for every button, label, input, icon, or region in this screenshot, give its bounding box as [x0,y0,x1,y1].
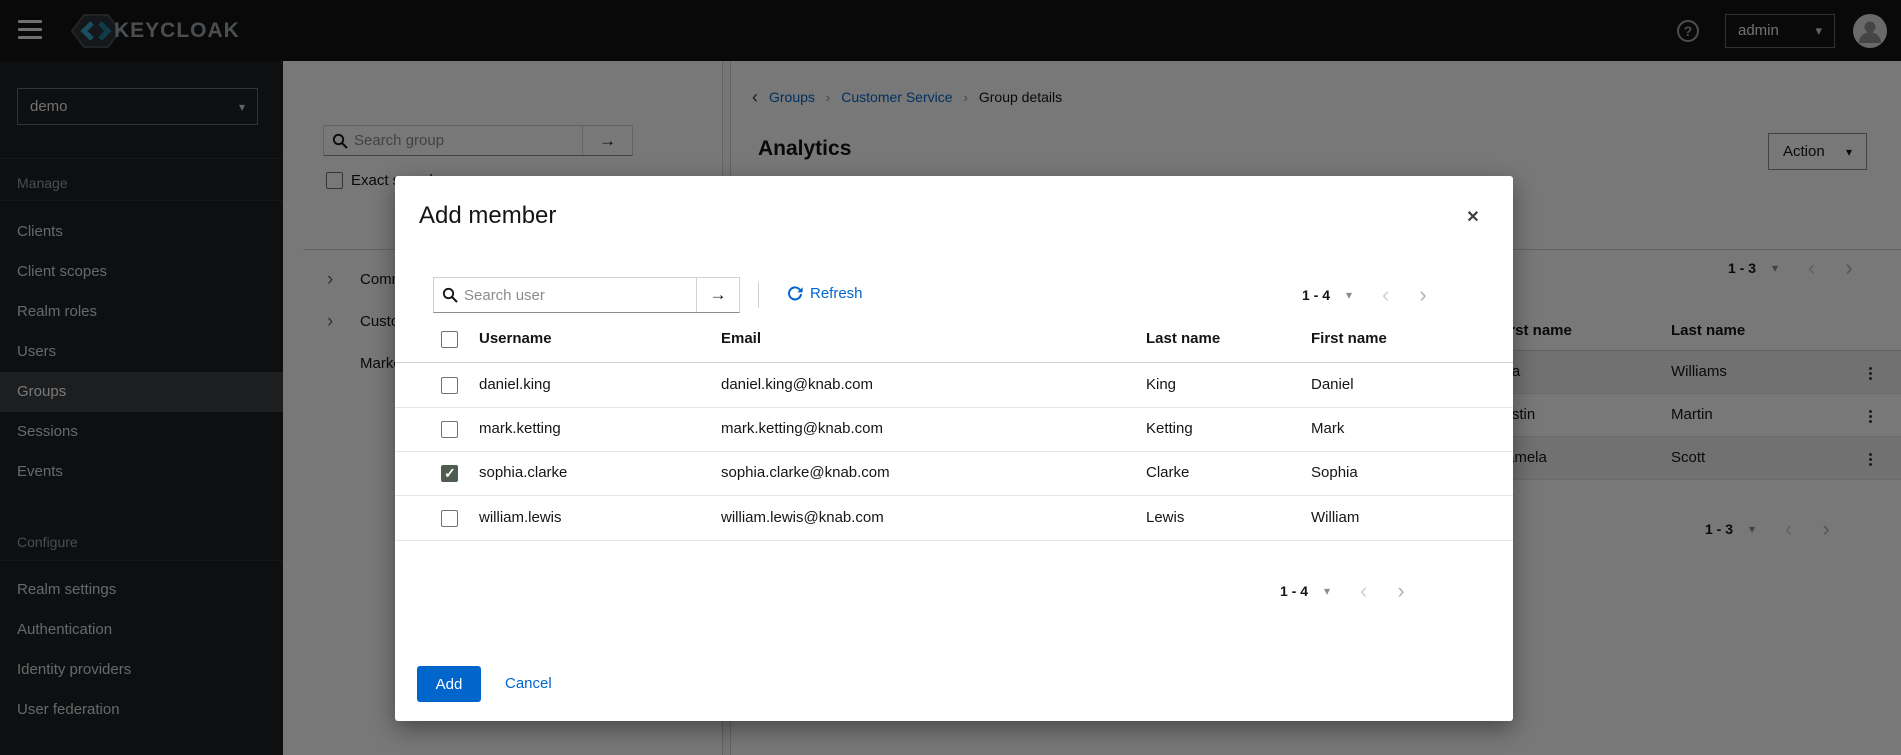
pagination-next-icon[interactable] [1397,581,1404,601]
add-member-modal: Add member Refresh 1 - 4 [395,176,1513,721]
pagination-menu-toggle-icon[interactable] [1346,288,1352,302]
cell-username: daniel.king [479,376,551,393]
row-checkbox[interactable] [441,377,458,394]
column-email: Email [721,330,762,347]
cell-username: william.lewis [479,509,562,526]
cell-last-name: Clarke [1146,464,1190,481]
modal-pagination-bottom: 1 - 4 [1280,579,1405,603]
cell-first-name: William [1311,509,1360,526]
cell-email: sophia.clarke@knab.com [721,464,890,481]
pagination-prev-icon[interactable] [1382,285,1389,305]
column-username: Username [479,330,552,347]
pagination-range: 1 - 4 [1280,583,1309,599]
pagination-next-icon[interactable] [1419,285,1426,305]
refresh-button[interactable]: Refresh [787,285,863,302]
user-search-submit-button[interactable] [696,278,739,312]
select-all-checkbox[interactable] [441,331,458,348]
cell-first-name: Daniel [1311,376,1354,393]
user-table-header: Username Email Last name First name [395,316,1513,363]
modal-title: Add member [419,202,557,229]
user-search-input[interactable] [434,278,696,312]
column-first-name: First name [1311,330,1387,347]
cell-email: mark.ketting@knab.com [721,420,883,437]
add-button[interactable]: Add [417,666,481,702]
search-icon [442,287,458,303]
cell-username: sophia.clarke [479,464,568,481]
user-row-mark-ketting: mark.ketting mark.ketting@knab.com Ketti… [395,408,1513,452]
toolbar-divider [758,282,759,308]
user-row-sophia-clarke: sophia.clarke sophia.clarke@knab.com Cla… [395,452,1513,496]
row-checkbox[interactable] [441,510,458,527]
cell-first-name: Mark [1311,420,1345,437]
cell-last-name: King [1146,376,1177,393]
cell-first-name: Sophia [1311,464,1358,481]
close-icon[interactable] [1461,206,1485,230]
user-row-william-lewis: william.lewis william.lewis@knab.com Lew… [395,496,1513,541]
pagination-menu-toggle-icon[interactable] [1324,584,1330,598]
refresh-label: Refresh [810,285,863,302]
column-last-name: Last name [1146,330,1221,347]
user-search [433,277,740,313]
row-checkbox[interactable] [441,465,458,482]
cancel-button[interactable]: Cancel [505,675,552,692]
cell-email: daniel.king@knab.com [721,376,873,393]
cell-last-name: Ketting [1146,420,1193,437]
cell-email: william.lewis@knab.com [721,509,884,526]
cell-last-name: Lewis [1146,509,1185,526]
cell-username: mark.ketting [479,420,561,437]
pagination-range: 1 - 4 [1302,287,1331,303]
pagination-prev-icon[interactable] [1360,581,1367,601]
row-checkbox[interactable] [441,421,458,438]
refresh-icon [788,285,803,300]
user-row-daniel-king: daniel.king daniel.king@knab.com King Da… [395,363,1513,408]
modal-pagination-top: 1 - 4 [1302,283,1427,307]
